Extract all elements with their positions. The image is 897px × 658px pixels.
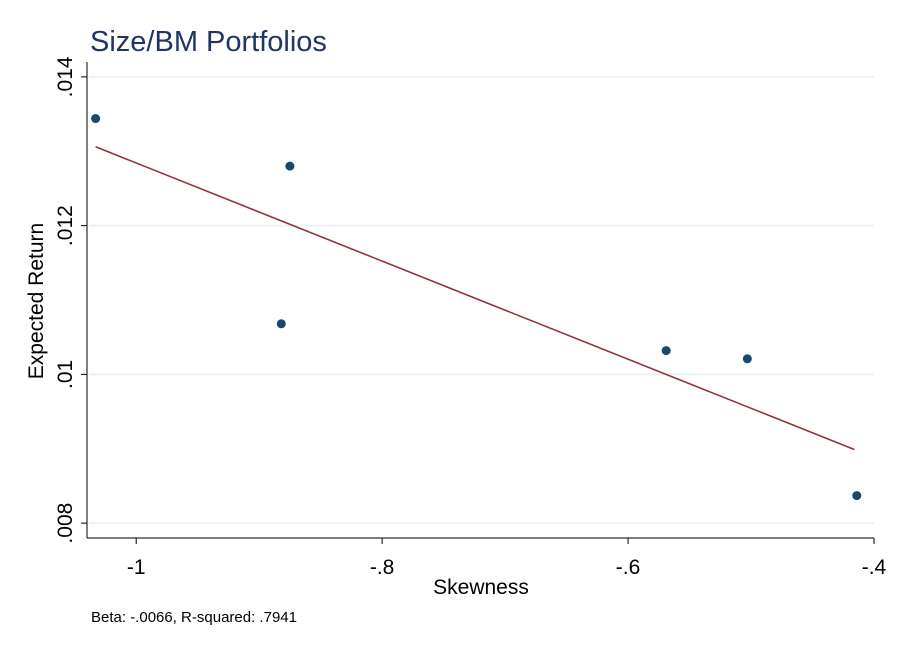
fit-line bbox=[95, 146, 855, 451]
points-layer bbox=[91, 114, 862, 501]
x-tick-label-1: -.8 bbox=[370, 556, 395, 579]
x-tick-label-0: -1 bbox=[127, 556, 146, 579]
data-point-2 bbox=[276, 319, 286, 329]
data-point-0 bbox=[91, 114, 101, 124]
data-point-3 bbox=[661, 346, 671, 356]
y-tick-label-1: .01 bbox=[54, 360, 77, 389]
x-tick-label-3: -.4 bbox=[862, 556, 887, 579]
chart-title: Size/BM Portfolios bbox=[90, 26, 327, 58]
fit-line-layer bbox=[95, 146, 855, 451]
y-tick-label-3: .014 bbox=[54, 56, 77, 97]
y-tick-label-0: .008 bbox=[54, 503, 77, 544]
x-tick-label-2: -.6 bbox=[616, 556, 641, 579]
y-axis-title: Expected Return bbox=[25, 223, 48, 379]
data-point-1 bbox=[285, 161, 295, 171]
y-tick-label-2: .012 bbox=[54, 205, 77, 246]
data-point-4 bbox=[742, 354, 752, 364]
data-point-5 bbox=[852, 491, 862, 501]
axes-layer: .008 .01 .012 .014 -1 -.8 -.6 -.4 bbox=[54, 56, 887, 579]
grid-layer bbox=[89, 75, 874, 525]
regression-annotation: Beta: -.0066, R-squared: .7941 bbox=[91, 609, 297, 626]
x-axis-title: Skewness bbox=[433, 576, 529, 599]
